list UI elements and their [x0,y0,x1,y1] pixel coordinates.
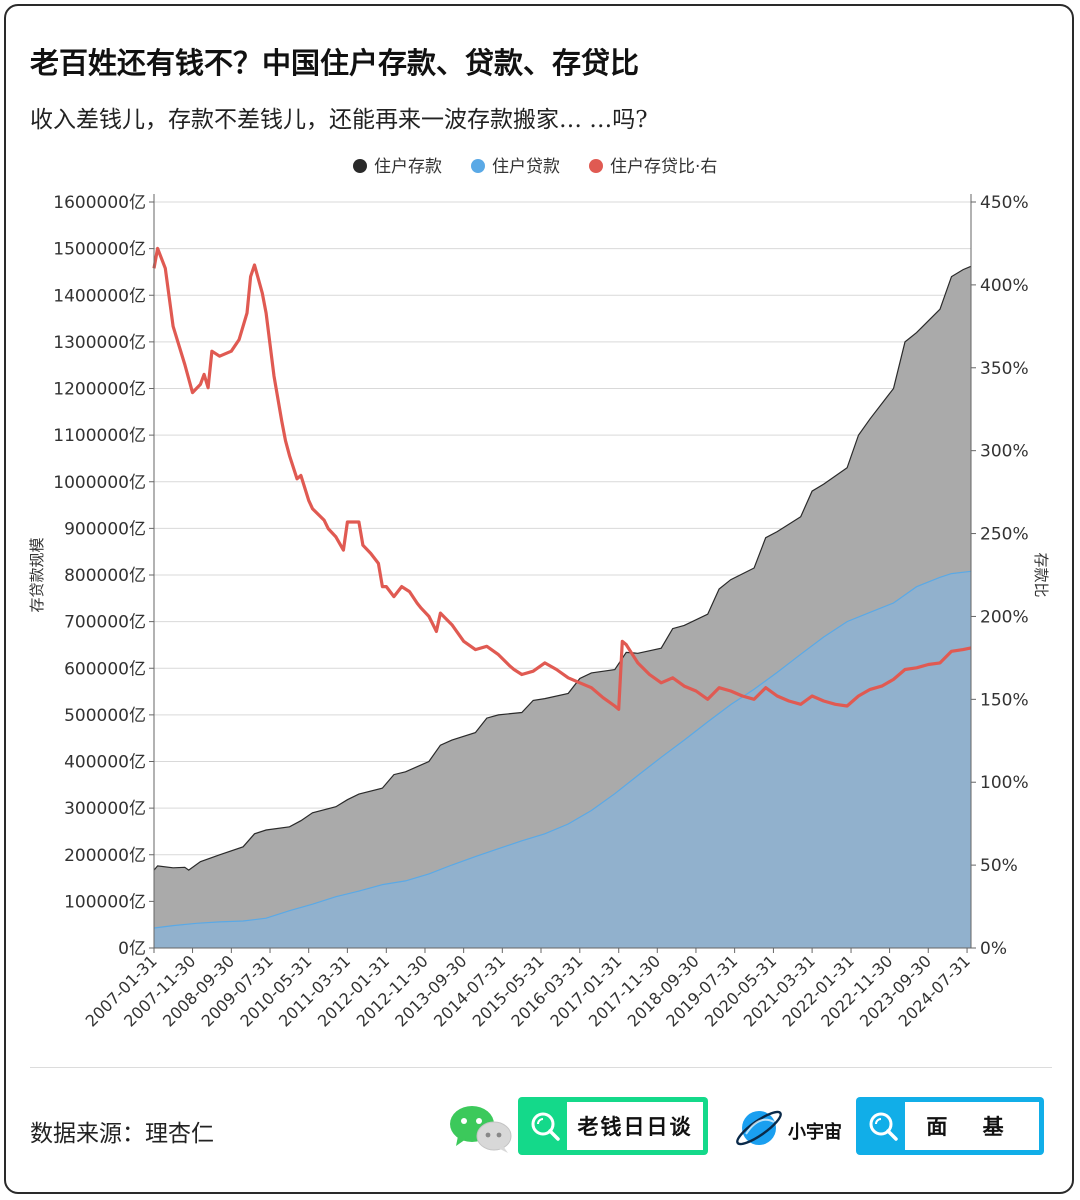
y-tick-label: 200000亿 [64,846,146,866]
legend-label[interactable]: 住户存贷比·右 [610,157,717,177]
y-tick-label: 1600000亿 [53,193,146,213]
planet-icon [734,1104,784,1152]
y-tick-label: 1300000亿 [53,333,146,353]
y2-tick-label: 250% [980,525,1029,545]
y2-tick-label: 450% [980,193,1029,213]
loan-line [153,570,972,929]
search-box-mianji[interactable]: 面 基 [856,1097,1044,1155]
y-tick-label: 100000亿 [64,892,146,912]
legend-label[interactable]: 住户贷款 [492,157,560,177]
y-tick-label: 1100000亿 [53,426,146,446]
legend-marker [353,159,367,173]
y2-tick-label: 0% [980,939,1007,959]
footer-divider [30,1067,1052,1068]
legend-marker [471,159,485,173]
y-tick-label: 500000亿 [64,706,146,726]
y-tick-label: 1400000亿 [53,286,146,306]
y2-tick-label: 300% [980,442,1029,462]
wechat-icon [448,1102,514,1156]
y-tick-label: 1000000亿 [53,473,146,493]
chart: 0亿 100000亿 200000亿 300000亿 400000亿 500000亿 600… [28,157,1050,1031]
data-source: 数据来源：理杏仁 [30,1121,214,1147]
y-tick-label: 1200000亿 [53,380,146,400]
y-tick-label: 800000亿 [64,566,146,586]
legend: 住户存款 住户贷款 住户存贷比·右 [353,157,717,177]
search-icon [523,1102,567,1150]
y2-tick-label: 50% [980,856,1018,876]
y-tick-label: 1500000亿 [53,240,146,260]
chart-subtitle: 收入差钱儿，存款不差钱儿，还能再来一波存款搬家… …吗? [30,107,648,133]
y2-tick-label: 100% [980,773,1029,793]
y-tick-label: 400000亿 [64,753,146,773]
y2-tick-label: 150% [980,690,1029,710]
y-tick-label: 900000亿 [64,519,146,539]
search-box-laoqian[interactable]: 老钱日日谈 [518,1097,708,1155]
y-tick-label: 0亿 [118,939,146,959]
y2-axis-title: 存款比 [1032,552,1050,597]
brand-xiaoyuzhou: 小宇宙 [788,1122,842,1143]
y-axis-title: 存贷款规模 [28,537,46,612]
y-tick-label: 300000亿 [64,799,146,819]
chart-title: 老百姓还有钱不？中国住户存款、贷款、存贷比 [30,46,640,80]
search-icon [861,1102,905,1150]
legend-label[interactable]: 住户存款 [374,157,442,177]
y-tick-label: 600000亿 [64,659,146,679]
y2-tick-label: 350% [980,359,1029,379]
search-term: 老钱日日谈 [567,1102,703,1150]
loan-area [154,571,971,948]
ratio-line [152,246,972,711]
legend-marker [589,159,603,173]
deposit-line [153,265,972,871]
y-tick-label: 700000亿 [64,613,146,633]
y2-tick-label: 400% [980,276,1029,296]
search-term: 面 基 [905,1102,1039,1150]
y2-tick-label: 200% [980,607,1029,627]
